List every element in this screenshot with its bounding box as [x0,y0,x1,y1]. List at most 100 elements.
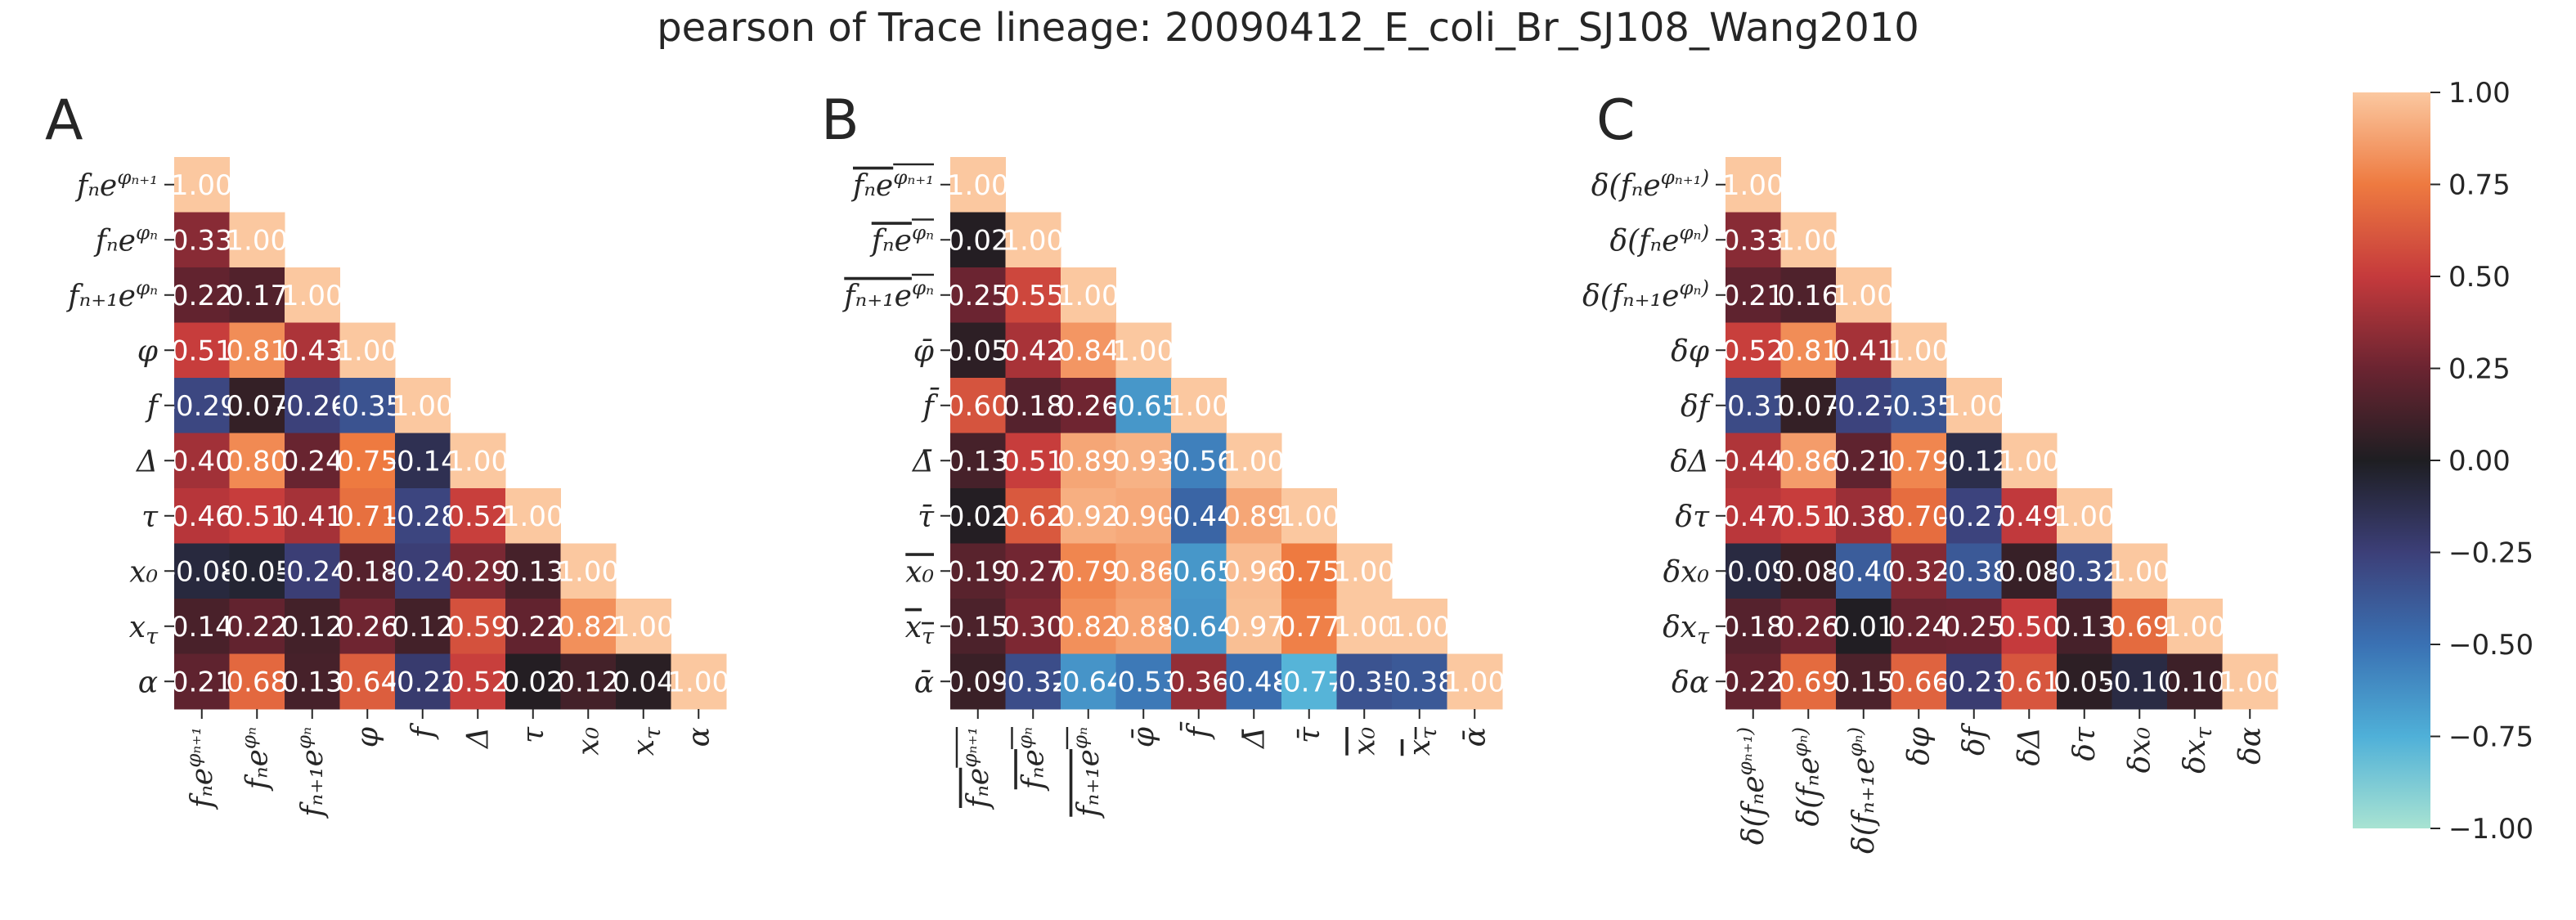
cell-value-label: -0.38 [1938,555,2010,588]
cell-value-label: 0.46 [171,500,233,533]
heatmap-cell [1946,433,2002,489]
heatmap-cell [174,322,230,379]
colorbar-tick-label: −0.50 [2448,629,2533,662]
heatmap-panel-c: C1.000.331.000.210.161.000.520.810.411.0… [1582,88,2281,854]
heatmap-cell [174,378,230,433]
y-tick-label: δτ [1675,500,1710,534]
cell-value-label: 0.02 [947,500,1009,533]
heatmap-cell [1780,488,1837,544]
heatmap-cell [505,599,561,654]
heatmap-cell [2112,543,2168,599]
cell-value-label: 1.00 [1002,224,1064,257]
cell-value-label: 0.22 [502,611,564,644]
y-tick-label: Δ [135,445,158,478]
cell-value-label: -0.65 [1163,555,1235,588]
cell-value-label: 0.17 [226,280,288,312]
heatmap-cell [2001,543,2058,599]
heatmap-cell [505,488,561,544]
heatmap-cell [1780,543,1837,599]
heatmap-cell [1226,653,1282,710]
colorbar-tick-label: 0.00 [2448,445,2511,478]
cell-value-label: 0.93 [1112,445,1174,478]
cell-value-label: -0.05 [221,555,293,588]
cell-value-label: 1.00 [1887,334,1950,367]
cell-value-label: 1.00 [281,280,343,312]
cell-value-label: 0.07 [226,390,288,423]
cell-value-label: -0.09 [1717,555,1789,588]
cell-value-label: 0.41 [1833,334,1895,367]
cell-value-label: -0.40 [1828,555,1900,588]
cell-value-label: 0.81 [1777,334,1839,367]
x-tick-label: f [406,722,440,740]
cell-value-label: 1.00 [1057,280,1120,312]
cell-value-label: 0.47 [1722,500,1784,533]
x-tick-label: φ [351,726,384,747]
heatmap-cell [1061,433,1116,489]
heatmap-cell [450,488,506,544]
cell-value-label: -0.38 [1384,666,1456,698]
cell-value-label: 1.00 [1333,555,1395,588]
cell-value-label: -0.64 [1163,611,1235,644]
cell-value-label: 0.05 [2053,666,2116,698]
x-tick-label: Δ̄ [1237,727,1271,750]
y-tick-label: δφ [1671,334,1710,368]
x-tick-label: fₙ₊₁eφₙ​ [1068,727,1106,819]
cell-value-label: 1.00 [447,445,509,478]
y-tick-label: δ(fₙeφₙ)​ [1609,220,1709,258]
x-tick-label: δx₀ [2123,727,2156,773]
heatmap-cell [2057,599,2112,654]
heatmap-cell [1005,599,1061,654]
heatmap-cell [395,433,451,489]
heatmap-cell [1336,653,1393,710]
heatmap-panel-a: A1.000.331.000.220.171.000.510.810.431.0… [45,88,729,819]
cell-value-label: 0.86 [1112,555,1174,588]
cell-value-label: 0.38 [1833,500,1895,533]
x-tick-label: Δ [461,727,495,750]
cell-value-label: 0.69 [2108,611,2170,644]
heatmap-cell [1726,433,1781,489]
y-tick-label: fₙeφₙ​ [93,220,158,258]
heatmap-cell [950,599,1006,654]
y-tick-label: α [138,666,158,699]
y-tick-label: fₙ₊₁eφₙ​ [65,276,158,313]
cell-value-label: 0.16 [1777,280,1839,312]
heatmap-cell [1891,653,1947,710]
y-tick-label: δ(fₙ₊₁eφₙ)​ [1582,276,1709,313]
heatmap-cell [1005,433,1061,489]
cell-value-label: 0.51 [1002,445,1064,478]
cell-value-label: 0.01 [1833,611,1895,644]
heatmap-cell [1005,267,1061,323]
heatmap-cell [1005,543,1061,599]
heatmap-cell [1171,599,1227,654]
cell-value-label: 0.27 [1002,555,1064,588]
heatmap-cell [1726,653,1781,710]
heatmap-cell [1226,433,1282,489]
heatmap-cell [560,599,617,654]
heatmap-cell [1171,543,1227,599]
cell-value-label: 1.00 [1943,390,2005,423]
y-tick-label: δΔ [1670,445,1709,478]
heatmap-cell [1780,378,1837,433]
x-tick-label: xτ​ [627,726,666,756]
heatmap-cell [2167,653,2223,710]
heatmap-cell [1447,653,1503,710]
colorbar-tick-label: 0.50 [2448,261,2511,294]
cell-value-label: 0.71 [336,500,398,533]
cell-value-label: 1.00 [1333,611,1395,644]
heatmap-cell [174,267,230,323]
heatmap-cell [174,157,230,213]
cell-value-label: 0.19 [947,555,1009,588]
heatmap-cell [174,212,230,268]
cell-value-label: 0.50 [1998,611,2060,644]
cell-value-label: 0.12 [281,611,343,644]
heatmap-cell [2001,653,2058,710]
x-tick-label: fₙ₊₁eφₙ​ [292,727,330,819]
heatmap-cell [1005,653,1061,710]
cell-value-label: 0.64 [336,666,398,698]
panel-label: A [45,88,83,153]
heatmap-cell [1836,599,1892,654]
cell-value-label: -0.12 [1938,445,2010,478]
cell-value-label: 1.00 [1443,666,1506,698]
heatmap-cell [2001,599,2058,654]
heatmap-cell [1392,653,1447,710]
